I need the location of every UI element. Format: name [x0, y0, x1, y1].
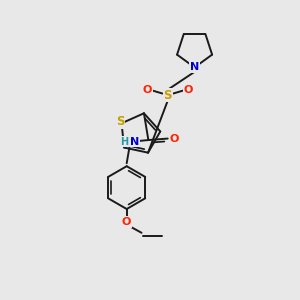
Text: H: H — [120, 136, 128, 146]
Text: O: O — [122, 218, 131, 227]
Text: S: S — [164, 88, 172, 101]
Text: S: S — [116, 115, 124, 128]
Text: N: N — [130, 136, 139, 146]
Text: O: O — [142, 85, 152, 95]
Text: O: O — [184, 85, 193, 95]
Text: N: N — [190, 62, 199, 72]
Text: O: O — [169, 134, 179, 144]
